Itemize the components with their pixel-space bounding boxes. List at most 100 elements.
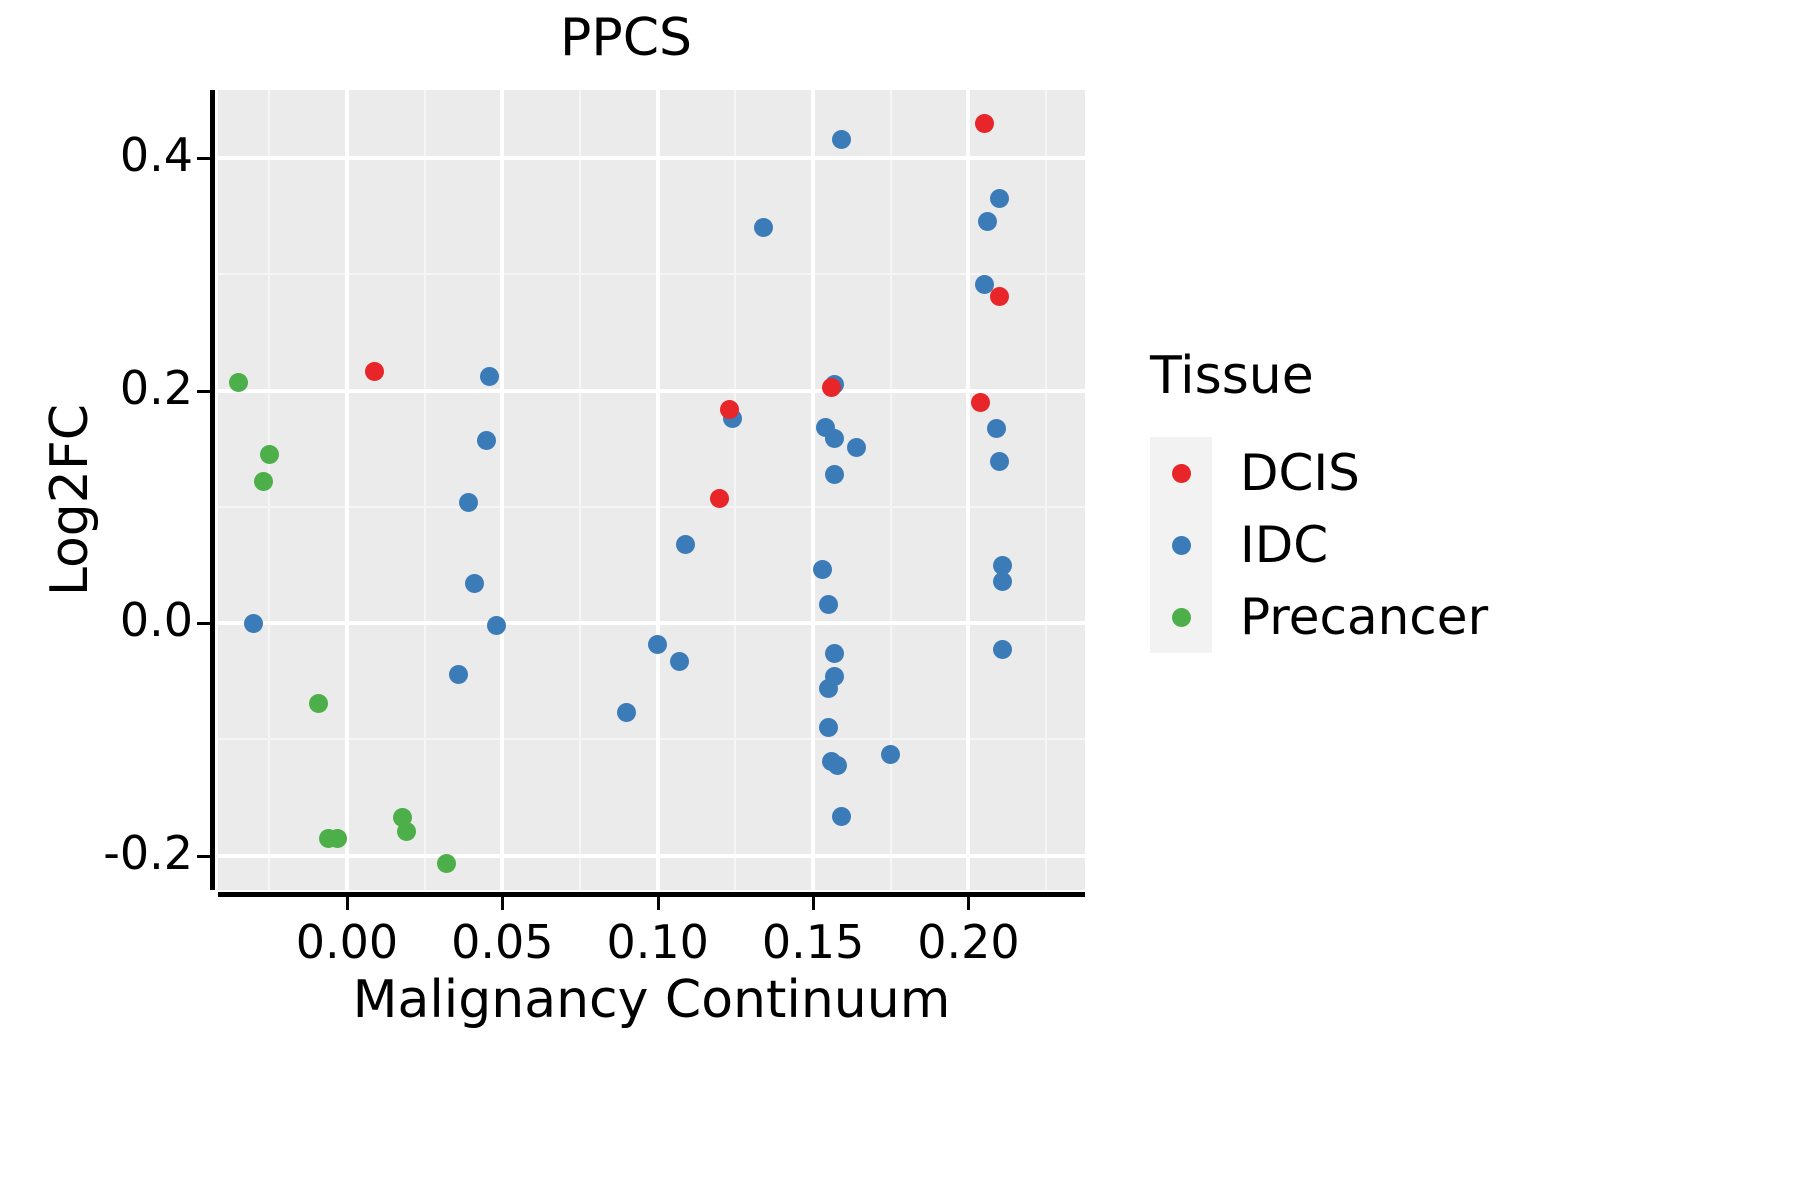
gridline-horizontal-major xyxy=(218,853,1085,858)
data-point-idc xyxy=(825,643,845,663)
data-point-dcis xyxy=(710,489,730,509)
data-point-idc xyxy=(819,718,839,738)
legend-title: Tissue xyxy=(1150,346,1314,406)
data-point-precancer xyxy=(309,693,329,713)
legend-item-label: IDC xyxy=(1240,516,1329,574)
page-title: PPCS xyxy=(559,8,693,68)
data-point-idc xyxy=(993,571,1013,591)
data-point-idc xyxy=(819,595,839,615)
data-point-precancer xyxy=(436,854,456,874)
y-axis-title: Log2FC xyxy=(40,403,100,597)
legend-item-idc[interactable]: IDC xyxy=(1150,509,1650,581)
data-point-idc xyxy=(825,667,845,687)
data-point-idc xyxy=(831,129,851,149)
data-point-idc xyxy=(486,615,506,635)
gridline-vertical-minor xyxy=(1045,90,1048,890)
data-point-idc xyxy=(993,555,1013,575)
gridline-vertical-minor xyxy=(268,90,271,890)
gridline-vertical-major xyxy=(966,90,971,890)
gridline-vertical-minor xyxy=(579,90,582,890)
data-point-precancer xyxy=(253,471,273,491)
x-axis-tick xyxy=(967,897,971,910)
x-axis-line xyxy=(218,892,1085,897)
y-axis-tick xyxy=(197,157,210,161)
gridline-horizontal-major xyxy=(218,388,1085,393)
x-axis-tick xyxy=(345,897,349,910)
data-point-precancer xyxy=(228,372,248,392)
data-point-dcis xyxy=(990,286,1010,306)
legend-item-precancer[interactable]: Precancer xyxy=(1150,581,1650,653)
data-point-idc xyxy=(990,452,1010,471)
data-point-precancer xyxy=(328,828,348,848)
data-point-dcis xyxy=(971,392,991,412)
data-point-idc xyxy=(986,419,1006,439)
gridline-horizontal-major xyxy=(218,621,1085,626)
y-axis-tick xyxy=(197,389,210,393)
legend-key-swatch xyxy=(1150,437,1212,509)
x-axis-tick xyxy=(812,897,816,910)
data-point-dcis xyxy=(822,377,842,397)
x-axis-tick-label: 0.00 xyxy=(295,915,399,969)
legend-dot-icon xyxy=(1171,535,1191,555)
x-axis-tick xyxy=(656,897,660,910)
data-point-idc xyxy=(847,438,867,458)
legend-items: DCIS IDC Precancer xyxy=(1150,437,1650,653)
legend-key-swatch xyxy=(1150,509,1212,581)
plot-panel xyxy=(218,90,1085,890)
data-point-idc xyxy=(676,534,696,554)
x-axis-tick-label: 0.10 xyxy=(606,915,709,969)
data-point-idc xyxy=(881,745,901,765)
data-point-idc xyxy=(993,640,1013,660)
data-point-idc xyxy=(831,806,851,826)
x-axis-tick-label: 0.15 xyxy=(761,915,865,969)
y-axis-tick-label: -0.2 xyxy=(103,825,193,880)
gridline-horizontal-major xyxy=(218,156,1085,161)
x-axis-tick-label: 0.20 xyxy=(917,915,1020,969)
gridline-vertical-major xyxy=(500,90,505,890)
data-point-idc xyxy=(648,634,668,654)
data-point-idc xyxy=(812,560,832,580)
gridline-vertical-major xyxy=(655,90,660,890)
data-point-dcis xyxy=(974,113,994,133)
data-point-idc xyxy=(244,613,264,633)
data-point-idc xyxy=(449,664,469,684)
legend-item-label: Precancer xyxy=(1240,588,1489,646)
data-point-precancer xyxy=(259,445,279,465)
gridline-horizontal-minor xyxy=(218,505,1085,508)
data-point-dcis xyxy=(365,362,385,382)
legend-item-dcis[interactable]: DCIS xyxy=(1150,437,1650,509)
data-point-idc xyxy=(825,428,845,448)
data-point-idc xyxy=(477,431,497,451)
x-axis-tick-label: 0.05 xyxy=(451,915,554,969)
legend-key-swatch xyxy=(1150,581,1212,653)
gridline-vertical-minor xyxy=(423,90,426,890)
gridline-vertical-major xyxy=(344,90,349,890)
data-point-idc xyxy=(974,275,994,295)
data-point-idc xyxy=(990,189,1010,209)
data-point-idc xyxy=(480,367,500,387)
y-axis-tick-label: 0.0 xyxy=(119,593,193,648)
data-point-idc xyxy=(825,464,845,484)
x-axis-tick xyxy=(501,897,505,910)
data-point-idc xyxy=(828,755,848,775)
legend-dot-icon xyxy=(1171,463,1191,483)
legend: Tissue DCIS IDC Precancer xyxy=(1150,345,1650,653)
gridline-horizontal-minor xyxy=(218,273,1085,276)
y-axis-tick-label: 0.4 xyxy=(119,128,193,183)
legend-item-label: DCIS xyxy=(1240,444,1360,502)
y-axis-tick xyxy=(197,854,210,858)
data-point-idc xyxy=(977,212,997,232)
y-axis-line xyxy=(210,90,215,890)
gridline-vertical-major xyxy=(811,90,816,890)
data-point-dcis xyxy=(719,399,739,419)
y-axis-tick xyxy=(197,622,210,626)
gridline-vertical-minor xyxy=(734,90,737,890)
data-point-idc xyxy=(617,703,637,723)
gridline-vertical-minor xyxy=(889,90,892,890)
data-point-idc xyxy=(464,574,484,594)
data-point-idc xyxy=(753,218,773,238)
data-point-idc xyxy=(458,492,478,512)
legend-dot-icon xyxy=(1171,607,1191,627)
x-axis-title: Malignancy Continuum xyxy=(352,970,951,1030)
